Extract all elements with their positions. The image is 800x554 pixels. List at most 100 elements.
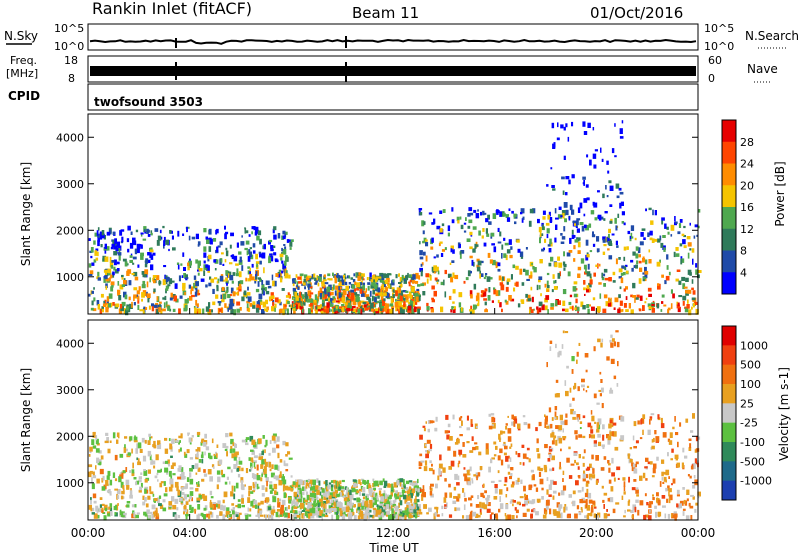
- scatter-cell: [638, 260, 642, 264]
- scatter-cell: [574, 513, 578, 519]
- scatter-cell: [485, 228, 488, 234]
- scatter-cell: [682, 511, 685, 516]
- scatter-cell: [169, 230, 172, 234]
- scatter-cell: [277, 497, 280, 503]
- scatter-cell: [232, 291, 236, 297]
- scatter-cell: [307, 275, 311, 279]
- scatter-cell: [335, 285, 339, 290]
- scatter-cell: [285, 469, 289, 472]
- scatter-cell: [191, 236, 196, 240]
- scatter-cell: [552, 495, 555, 500]
- scatter-cell: [625, 270, 629, 274]
- scatter-cell: [339, 281, 343, 285]
- scatter-cell: [362, 479, 365, 485]
- scatter-cell: [663, 304, 667, 307]
- scatter-cell: [170, 475, 173, 481]
- scatter-cell: [332, 297, 337, 301]
- scatter-cell: [422, 230, 425, 235]
- scatter-cell: [614, 446, 619, 451]
- scatter-cell: [607, 248, 610, 251]
- scatter-cell: [389, 308, 394, 315]
- scatter-cell: [402, 494, 407, 500]
- scatter-cell: [582, 121, 586, 127]
- scatter-cell: [302, 300, 306, 306]
- scatter-cell: [563, 263, 567, 268]
- scatter-cell: [552, 467, 555, 471]
- scatter-cell: [424, 460, 428, 466]
- scatter-cell: [554, 237, 557, 243]
- scatter-cell: [398, 513, 403, 516]
- scatter-cell: [252, 250, 256, 254]
- scatter-cell: [625, 309, 629, 312]
- scatter-cell: [546, 289, 550, 292]
- scatter-cell: [409, 510, 413, 513]
- scatter-cell: [560, 448, 562, 452]
- scatter-cell: [360, 486, 364, 490]
- scatter-cell: [538, 285, 541, 290]
- scatter-cell: [140, 234, 143, 237]
- scatter-cell: [246, 250, 249, 256]
- scatter-cell: [238, 456, 241, 461]
- scatter-cell: [398, 285, 401, 289]
- scatter-cell: [417, 488, 420, 493]
- scatter-cell: [558, 437, 563, 444]
- scatter-cell: [317, 307, 322, 312]
- scatter-cell: [602, 193, 605, 199]
- scatter-cell: [327, 500, 330, 503]
- scatter-cell: [203, 270, 206, 276]
- scatter-cell: [309, 286, 313, 289]
- scatter-cell: [685, 290, 689, 294]
- scatter-cell: [424, 239, 428, 242]
- scatter-cell: [426, 450, 430, 454]
- scatter-cell: [258, 453, 262, 459]
- scatter-cell: [586, 474, 589, 479]
- scatter-cell: [456, 482, 460, 486]
- scatter-cell: [133, 294, 137, 298]
- scatter-cell: [470, 234, 473, 237]
- scatter-cell: [279, 514, 283, 517]
- scatter-cell: [235, 263, 239, 266]
- scatter-cell: [281, 499, 286, 506]
- scatter-cell: [625, 296, 628, 300]
- scatter-cell: [549, 340, 553, 344]
- scatter-cell: [537, 218, 540, 224]
- scatter-cell: [472, 511, 477, 517]
- scatter-cell: [137, 458, 140, 462]
- scatter-cell: [152, 252, 156, 256]
- scatter-cell: [131, 301, 133, 308]
- scatter-cell: [244, 247, 248, 251]
- scatter-cell: [462, 454, 467, 458]
- scatter-cell: [316, 478, 319, 483]
- scatter-cell: [206, 239, 210, 244]
- scatter-cell: [581, 497, 585, 504]
- scatter-cell: [117, 495, 120, 500]
- scatter-cell: [382, 281, 385, 284]
- scatter-cell: [331, 514, 334, 520]
- scatter-cell: [260, 514, 264, 517]
- scatter-cell: [695, 263, 698, 268]
- scatter-cell: [216, 453, 218, 458]
- scatter-cell: [268, 257, 272, 264]
- scatter-cell: [526, 447, 530, 451]
- scatter-cell: [667, 231, 670, 235]
- scatter-cell: [523, 268, 526, 272]
- scatter-cell: [350, 305, 352, 309]
- scatter-cell: [548, 494, 552, 497]
- scatter-cell: [456, 496, 460, 502]
- scatter-cell: [186, 494, 190, 498]
- scatter-cell: [647, 515, 652, 521]
- scatter-cell: [470, 503, 473, 507]
- scatter-cell: [196, 499, 200, 503]
- scatter-cell: [642, 305, 645, 311]
- scatter-cell: [682, 295, 687, 301]
- scatter-cell: [292, 308, 296, 311]
- scatter-cell: [102, 255, 107, 262]
- scatter-cell: [577, 386, 580, 392]
- scatter-cell: [254, 466, 256, 469]
- scatter-cell: [146, 281, 149, 288]
- scatter-cell: [270, 248, 274, 252]
- scatter-cell: [373, 277, 377, 283]
- scatter-cell: [515, 281, 519, 287]
- scatter-cell: [285, 506, 288, 512]
- scatter-cell: [362, 496, 366, 500]
